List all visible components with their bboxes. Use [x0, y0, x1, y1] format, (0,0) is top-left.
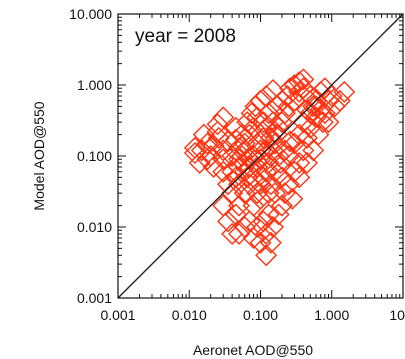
y-tick-label: 0.010	[77, 219, 112, 235]
x-axis-label: Aeronet AOD@550	[193, 342, 313, 358]
data-point	[259, 126, 282, 149]
data-point	[288, 166, 311, 189]
data-point	[262, 79, 285, 102]
data-point	[279, 130, 302, 153]
data-point	[270, 166, 293, 189]
y-tick-label: 0.100	[77, 148, 112, 164]
data-point	[183, 136, 206, 159]
data-point	[190, 139, 213, 162]
data-point	[228, 222, 251, 245]
data-point	[196, 148, 219, 171]
data-point	[292, 111, 315, 134]
data-point	[228, 148, 251, 171]
data-point	[255, 222, 278, 245]
data-point	[212, 106, 235, 129]
data-point	[217, 210, 240, 233]
data-point	[283, 132, 306, 155]
data-point	[269, 151, 292, 174]
data-point	[323, 95, 346, 118]
data-point	[299, 102, 322, 125]
data-point	[242, 194, 265, 217]
data-point	[328, 89, 351, 112]
data-point	[267, 203, 290, 226]
data-point	[281, 187, 304, 210]
data-point	[288, 151, 311, 174]
data-point	[236, 111, 259, 134]
data-point	[255, 85, 278, 107]
data-point	[288, 80, 311, 103]
data-point	[259, 231, 282, 254]
data-point	[249, 187, 272, 210]
data-point	[249, 89, 272, 112]
data-point	[279, 77, 302, 100]
data-point	[224, 128, 247, 151]
data-point	[288, 123, 311, 146]
data-point	[288, 71, 311, 94]
x-tick-labels: 0.001 0.010 0.100 1.000 10.0	[100, 307, 405, 323]
data-point	[244, 95, 267, 118]
data-point	[192, 123, 215, 146]
data-point	[202, 156, 225, 178]
data-point	[257, 203, 280, 226]
data-point	[188, 151, 211, 174]
y-tick-label: 0.001	[77, 290, 112, 306]
x-tick-label: 10.0	[389, 307, 405, 323]
data-point	[249, 231, 272, 254]
data-point	[196, 132, 219, 155]
data-point	[224, 203, 247, 226]
x-tick-label: 0.010	[172, 307, 207, 323]
data-point	[313, 102, 336, 125]
data-point	[277, 95, 300, 118]
data-point	[259, 173, 282, 196]
data-point	[249, 148, 272, 171]
data-point	[246, 182, 269, 205]
data-point	[333, 80, 356, 103]
x-tick-label: 1.000	[314, 307, 349, 323]
data-point	[212, 148, 235, 171]
data-point	[302, 139, 325, 162]
data-point	[255, 139, 278, 162]
data-point	[292, 139, 315, 162]
data-point	[273, 102, 296, 125]
data-point	[264, 182, 287, 205]
one-to-one-line	[118, 14, 403, 298]
y-axis-label: Model AOD@550	[31, 101, 47, 210]
data-point	[317, 111, 340, 134]
data-point	[183, 142, 206, 165]
data-point	[206, 113, 229, 136]
data-point	[311, 111, 334, 134]
x-tick-label: 0.001	[100, 307, 135, 323]
data-point	[240, 102, 263, 125]
data-point	[257, 182, 280, 205]
chart-annotation: year = 2008	[135, 26, 236, 47]
data-point	[304, 95, 327, 118]
data-point	[252, 210, 275, 233]
data-point	[273, 139, 296, 162]
y-tick-label: 10.000	[69, 6, 112, 22]
data-point	[292, 68, 315, 91]
data-point	[283, 74, 306, 96]
data-point	[265, 95, 288, 118]
data-point	[228, 136, 251, 159]
data-point	[264, 160, 287, 183]
data-point	[255, 244, 278, 267]
axis-ticks	[117, 14, 403, 299]
x-tick-label: 0.100	[243, 307, 278, 323]
data-point	[296, 151, 319, 174]
data-point	[221, 145, 244, 167]
data-point	[238, 173, 261, 196]
data-point	[246, 156, 269, 178]
y-tick-labels: 0.001 0.010 0.100 1.000 10.000	[69, 6, 112, 306]
points-layer	[183, 68, 356, 267]
data-point	[299, 116, 322, 139]
y-tick-label: 1.000	[77, 77, 112, 93]
